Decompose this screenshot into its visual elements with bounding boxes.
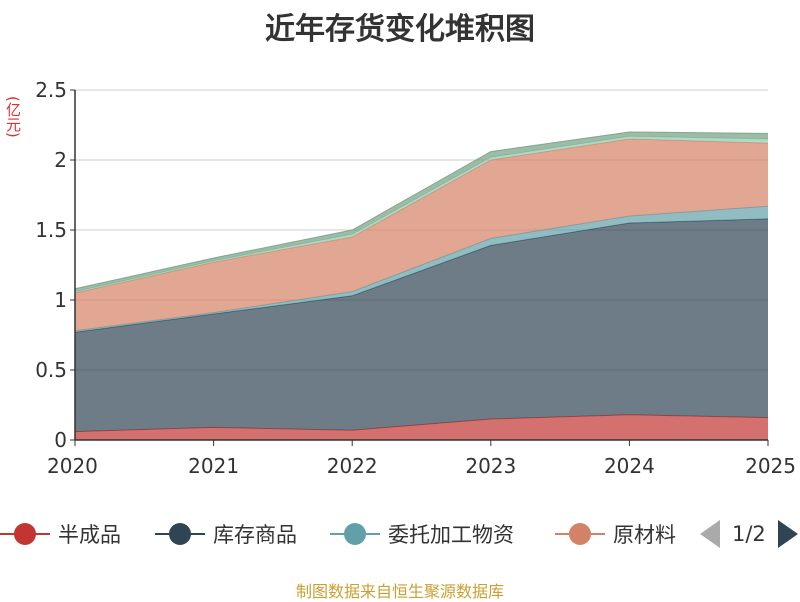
legend: 半成品 库存商品 委托加工物资 原材料 [0,512,800,556]
y-tick-label: 0.5 [35,358,67,382]
data-source-note: 制图数据来自恒生聚源数据库 [295,582,504,601]
area-series-5[interactable] [75,132,768,292]
legend-swatch-icon [330,522,380,546]
legend-pager: 1/2 [700,512,798,556]
y-tick-label: 1.5 [35,218,67,242]
area-series-1[interactable] [75,218,768,432]
legend-label: 半成品 [58,523,121,547]
legend-item[interactable]: 委托加工物资 [330,512,514,556]
area-series-0[interactable] [75,414,768,440]
legend-item[interactable]: 库存商品 [155,512,297,556]
area-series-3[interactable] [75,139,768,331]
area-series-4[interactable] [75,136,768,293]
legend-page-indicator: 1/2 [732,522,766,546]
legend-item[interactable]: 原材料 [555,512,676,556]
legend-swatch-icon [555,522,605,546]
chart-title: 近年存货变化堆积图 [265,12,535,47]
legend-next-page-icon[interactable] [777,520,798,548]
x-tick-label: 2023 [465,454,516,478]
legend-prev-page-icon[interactable] [700,520,720,548]
area-series [74,131,769,440]
y-tick-label: 1 [54,288,67,312]
y-tick-label: 0 [54,428,67,452]
area-series-edge-5 [74,131,769,290]
legend-swatch-icon [0,522,50,546]
x-tick-label: 2025 [745,454,796,478]
x-tick-label: 2024 [604,454,655,478]
legend-label: 库存商品 [213,523,297,547]
y-tick-label: 2 [54,148,67,172]
legend-swatch-icon [155,522,205,546]
x-tick-label: 2022 [327,454,378,478]
legend-item[interactable]: 半成品 [0,512,121,556]
y-tick-label: 2.5 [35,78,67,102]
axes: 0 0.5 1 1.5 2 2.5 2020 2021 2022 2023 2024 2025 [35,78,796,478]
stacked-area-chart: 0 0.5 1 1.5 2 2.5 2020 2021 2022 2023 2024 2025 [35,78,796,478]
x-tick-label: 2021 [188,454,239,478]
x-tick-label: 2020 [47,454,98,478]
area-series-2[interactable] [75,206,768,333]
legend-label: 原材料 [613,523,676,547]
y-axis-unit-label: (亿元) [4,96,22,138]
legend-label: 委托加工物资 [388,523,514,547]
